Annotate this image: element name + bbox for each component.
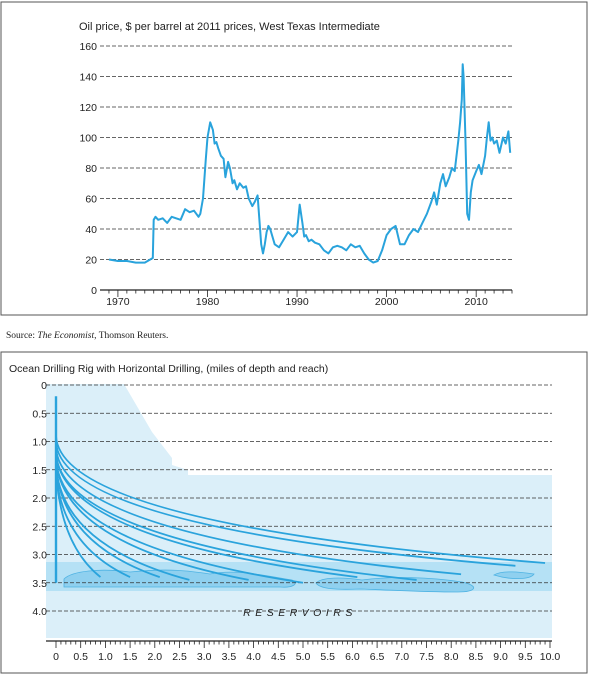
source-publication: The Economist xyxy=(37,331,95,341)
drill-x-tick-label: 8.0 xyxy=(444,651,459,663)
drill-x-tick-label: 5.0 xyxy=(296,651,311,663)
drill-x-tick-label: 2.0 xyxy=(147,651,162,663)
horizontal-well xyxy=(55,441,516,567)
oil-y-tick-label: 40 xyxy=(85,224,97,236)
drill-x-axis: 0 0.5 1.0 1.5 2.0 2.5 3.0 3.5 4.0 4.5 5.0 5.5 6.0 6.5… xyxy=(46,640,561,663)
drill-y-tick-label: 1.5 xyxy=(32,465,47,477)
drill-wells-layer xyxy=(54,396,546,584)
source-rest: , Thomson Reuters. xyxy=(94,331,169,341)
source-note: Source: The Economist, Thomson Reuters. xyxy=(6,331,168,341)
drill-y-tick-label: 2.0 xyxy=(32,493,47,505)
oil-chart-title: Oil price, $ per barrel at 2011 prices, … xyxy=(79,21,380,33)
drill-x-tick-label: 0.5 xyxy=(73,651,88,663)
oil-y-tick-label: 120 xyxy=(79,102,97,114)
horizontal-well xyxy=(55,447,462,576)
oil-y-tick-label: 60 xyxy=(85,194,97,206)
drill-x-tick-label: 7.0 xyxy=(394,651,409,663)
drill-x-tick-label: 1.0 xyxy=(98,651,113,663)
reservoir-blob xyxy=(493,571,535,580)
drill-y-axis: 0 0.5 1.0 1.5 2.0 2.5 3.0 3.5 4.0 xyxy=(32,380,47,618)
oil-y-tick-label: 20 xyxy=(85,255,97,267)
oil-y-tick-label: 0 xyxy=(91,285,97,297)
drill-x-tick-label: 1.5 xyxy=(123,651,138,663)
oil-x-tick-label: 2000 xyxy=(375,296,399,308)
oil-y-tick-label: 80 xyxy=(85,163,97,175)
oil-price-series-line xyxy=(108,63,512,264)
drill-x-tick-label: 5.5 xyxy=(320,651,335,663)
oil-y-tick-label: 100 xyxy=(79,133,97,145)
oil-chart-background xyxy=(0,1,588,316)
drill-x-tick-label: 4.5 xyxy=(271,651,286,663)
drill-y-tick-label: 1.0 xyxy=(32,437,47,449)
drill-y-tick-label: 4.0 xyxy=(32,606,47,618)
drill-x-tick-label: 10.0 xyxy=(540,651,561,663)
drill-x-tick-label: 7.5 xyxy=(419,651,434,663)
drill-x-tick-label: 6.0 xyxy=(345,651,360,663)
drilling-diagram: Ocean Drilling Rig with Horizontal Drill… xyxy=(0,351,588,674)
drill-x-tick-label: 4.0 xyxy=(246,651,261,663)
oil-x-tick-label: 1980 xyxy=(196,296,220,308)
reservoir-blob xyxy=(315,577,474,593)
drill-x-tick-label: 8.5 xyxy=(469,651,484,663)
drill-chart-title: Ocean Drilling Rig with Horizontal Drill… xyxy=(9,363,328,375)
oil-x-tick-label: 1990 xyxy=(285,296,309,308)
oil-x-tick-label: 2010 xyxy=(464,296,488,308)
oil-x-tick-label: 1970 xyxy=(106,296,130,308)
horizontal-well xyxy=(55,435,546,564)
drill-y-tick-label: 3.5 xyxy=(32,578,47,590)
horizontal-well xyxy=(55,458,304,584)
drill-y-tick-label: 3.0 xyxy=(32,550,47,562)
drill-x-tick-label: 6.5 xyxy=(370,651,385,663)
drill-x-tick-label: 9.5 xyxy=(518,651,533,663)
horizontal-well xyxy=(55,469,131,578)
drill-y-tick-label: 0 xyxy=(41,380,47,392)
drill-y-tick-label: 0.5 xyxy=(32,408,47,420)
drill-x-tick-label: 3.5 xyxy=(222,651,237,663)
horizontal-well xyxy=(55,464,190,581)
oil-y-tick-label: 140 xyxy=(79,72,97,84)
oil-x-axis: 1970 1980 1990 2000 2010 xyxy=(100,289,513,308)
drill-x-tick-label: 2.5 xyxy=(172,651,187,663)
oil-y-axis: 0 20 40 60 80 100 120 140 160 xyxy=(79,41,97,297)
oil-grid xyxy=(100,45,512,260)
drill-x-tick-label: 9.0 xyxy=(493,651,508,663)
oil-y-tick-label: 160 xyxy=(79,41,97,53)
drill-y-tick-label: 2.5 xyxy=(32,521,47,533)
oil-price-chart: Oil price, $ per barrel at 2011 prices, … xyxy=(0,1,588,316)
oil-series-layer xyxy=(108,63,512,264)
drill-x-tick-label: 3.0 xyxy=(197,651,212,663)
horizontal-well xyxy=(55,452,417,581)
reservoirs-label: RESERVOIRS xyxy=(243,607,357,619)
source-prefix: Source: xyxy=(6,331,38,341)
drill-x-tick-label: 0 xyxy=(53,651,59,663)
